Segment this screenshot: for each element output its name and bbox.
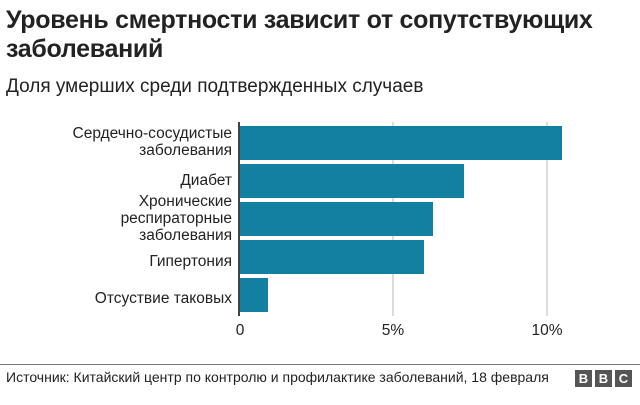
x-tick-10: 10%	[531, 322, 563, 339]
footer-divider	[0, 364, 640, 365]
source-note: Источник: Китайский центр по контролю и …	[6, 369, 549, 385]
category-label-diabetes: Диабет	[180, 172, 232, 189]
bbc-logo: B B C	[575, 370, 632, 387]
bar-respiratory	[240, 202, 434, 236]
gridline-10pct	[546, 122, 548, 316]
x-tick-0: 0	[235, 322, 245, 339]
category-label-hypertension: Гипертония	[149, 253, 232, 270]
x-tick-5: 5%	[381, 322, 405, 339]
bar-hypertension	[240, 240, 425, 274]
category-label-none: Отсуствие таковых	[94, 290, 232, 307]
logo-letter: B	[575, 370, 592, 387]
bar-none	[240, 278, 268, 312]
label-text: Сердечно-сосудистые заболевания	[72, 125, 233, 159]
y-axis-line	[238, 122, 240, 316]
logo-letter: B	[595, 370, 612, 387]
chart-subtitle: Доля умерших среди подтвержденных случае…	[6, 76, 424, 97]
logo-letter: C	[615, 370, 632, 387]
chart-title: Уровень смертности зависит от сопутствую…	[6, 6, 593, 63]
category-label-respiratory: Хронические респираторные заболевания	[120, 193, 232, 244]
bar-diabetes	[240, 164, 465, 198]
bar-cardiovascular	[240, 126, 563, 160]
category-label-cardiovascular: Сердечно-сосудистые заболевания	[32, 125, 233, 159]
